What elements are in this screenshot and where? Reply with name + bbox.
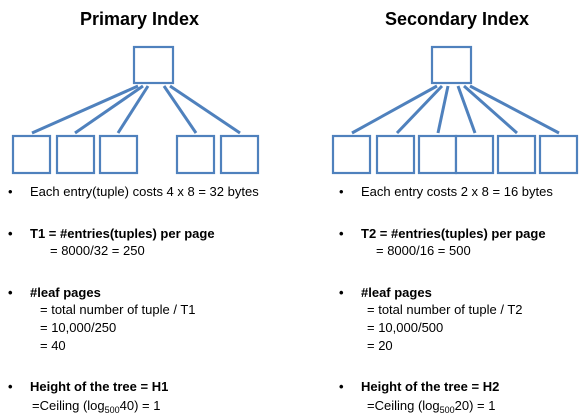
- secondary-edge-6: [469, 84, 560, 135]
- secondary-entry-cost: Each entry costs 2 x 8 = 16 bytes: [339, 184, 553, 200]
- primary-leaf-line-2: = 10,000/250: [40, 320, 117, 335]
- primary-leaf-node-3: [98, 134, 139, 175]
- primary-edge-3: [116, 85, 150, 134]
- secondary-leaf-node-6: [538, 134, 579, 175]
- secondary-leaf-node-4: [454, 134, 495, 175]
- primary-entry-cost: Each entry(tuple) costs 4 x 8 = 32 bytes: [8, 184, 259, 200]
- primary-leaf-node-5: [219, 134, 260, 175]
- secondary-leaf-line-3: = 20: [367, 338, 393, 353]
- secondary-leaf-line-2: = 10,000/500: [367, 320, 444, 335]
- secondary-edge-3: [436, 85, 450, 134]
- secondary-leaf-node-1: [331, 134, 372, 175]
- secondary-edge-4: [456, 85, 477, 134]
- primary-t1-label: T1 = #entries(tuples) per page: [8, 226, 215, 242]
- primary-t1-value: = 8000/32 = 250: [50, 243, 145, 258]
- secondary-leaf-node-2: [375, 134, 416, 175]
- secondary-tree: [331, 45, 579, 175]
- secondary-leaf-label: #leaf pages: [339, 285, 432, 301]
- primary-tree: [11, 45, 260, 175]
- primary-leaf-node-4: [175, 134, 216, 175]
- secondary-edge-1: [351, 84, 438, 135]
- secondary-index-title: Secondary Index: [385, 9, 530, 29]
- primary-height-formula: =Ceiling (log50040) = 1: [32, 398, 161, 415]
- index-trees-diagram: [11, 45, 579, 175]
- primary-root-node: [132, 45, 175, 85]
- secondary-edge-2: [395, 84, 444, 135]
- primary-edge-4: [162, 85, 198, 134]
- primary-edge-1: [31, 84, 139, 135]
- primary-edge-2: [74, 84, 144, 135]
- secondary-t2-label: T2 = #entries(tuples) per page: [339, 226, 546, 242]
- secondary-height-label: Height of the tree = H2: [339, 379, 499, 395]
- primary-leaf-line-1: = total number of tuple / T1: [40, 302, 196, 317]
- primary-log-base: 500: [104, 405, 120, 415]
- primary-index-title: Primary Index: [80, 9, 200, 29]
- primary-height-label: Height of the tree = H1: [8, 379, 168, 395]
- secondary-leaf-node-3: [417, 134, 458, 175]
- secondary-root-node: [430, 45, 473, 85]
- primary-leaf-node-2: [55, 134, 96, 175]
- primary-leaf-node-1: [11, 134, 52, 175]
- secondary-log-base: 500: [439, 405, 455, 415]
- secondary-t2-value: = 8000/16 = 500: [376, 243, 471, 258]
- primary-leaf-label: #leaf pages: [8, 285, 101, 301]
- secondary-leaf-node-5: [496, 134, 537, 175]
- primary-edge-5: [169, 84, 241, 135]
- secondary-edge-5: [463, 84, 518, 135]
- primary-leaf-line-3: = 40: [40, 338, 66, 353]
- secondary-height-formula: =Ceiling (log50020) = 1: [367, 398, 496, 415]
- secondary-leaf-line-1: = total number of tuple / T2: [367, 302, 523, 317]
